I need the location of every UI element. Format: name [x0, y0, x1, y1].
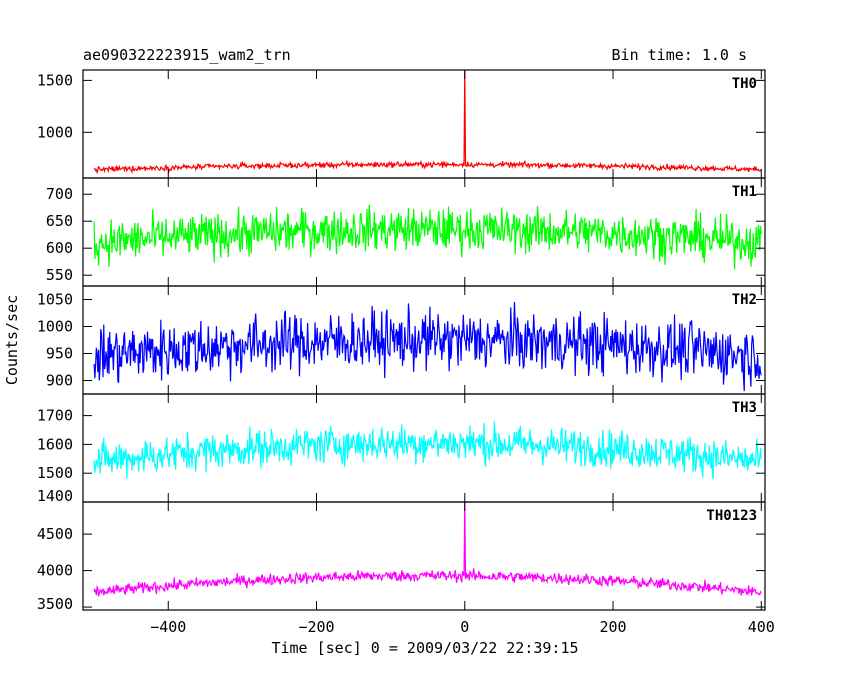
y-tick-label: 1700 [37, 407, 73, 425]
panel-frame [82, 69, 766, 179]
panel-label-th1: TH1 [732, 184, 757, 200]
panel-th3: 1400 1500 1600 1700 TH3 [37, 393, 766, 505]
x-tick-label: 400 [748, 618, 775, 636]
x-tick-label: 200 [599, 618, 626, 636]
y-tick-label: 1000 [37, 123, 73, 141]
panel-th1: 550 600 650 700 TH1 [46, 177, 766, 287]
y-tick-label: 950 [46, 345, 73, 363]
y-tick-label: 3500 [37, 595, 73, 613]
series-th0 [93, 70, 762, 175]
panels-group: 1000 1500 TH0 550 600 650 700 TH1 900 950 1000 1050… [37, 69, 775, 636]
panel-label-th3: TH3 [732, 400, 757, 416]
y-tick-label: 1000 [37, 318, 73, 336]
x-axis-title: Time [sec] 0 = 2009/03/22 22:39:15 [271, 639, 578, 657]
series-th3 [93, 421, 762, 480]
panel-label-th2: TH2 [732, 292, 757, 308]
panel-label-th0: TH0 [732, 76, 757, 92]
y-tick-label: 600 [46, 239, 73, 257]
y-tick-label: 650 [46, 212, 73, 230]
panel-label-th0123: TH0123 [706, 508, 757, 524]
series-th1 [93, 204, 762, 270]
y-axis-title: Counts/sec [3, 295, 21, 385]
y-tick-label: 4500 [37, 525, 73, 543]
panel-th0123: 3500 4000 4500 TH0123 [37, 501, 766, 613]
x-tick-label: −400 [150, 618, 186, 636]
y-tick-label: 550 [46, 266, 73, 284]
y-tick-label: 1600 [37, 435, 73, 453]
x-tick-label: 0 [460, 618, 469, 636]
series-th0123 [93, 502, 762, 597]
x-tick-label: −200 [298, 618, 334, 636]
y-tick-label: 900 [46, 372, 73, 390]
panel-th0: 1000 1500 TH0 [37, 69, 766, 179]
series-th2 [93, 301, 762, 392]
chart-title: ae090322223915_wam2_trn [83, 46, 291, 64]
panel-th2: 900 950 1000 1050 TH2 [37, 285, 766, 395]
y-tick-label: 700 [46, 185, 73, 203]
panel-frame [82, 501, 766, 611]
y-tick-label: 1400 [37, 487, 73, 505]
bin-time-label: Bin time: 1.0 s [612, 46, 747, 64]
y-tick-label: 1500 [37, 464, 73, 482]
y-tick-label: 1500 [37, 71, 73, 89]
y-tick-label: 4000 [37, 562, 73, 580]
y-tick-label: 1050 [37, 291, 73, 309]
